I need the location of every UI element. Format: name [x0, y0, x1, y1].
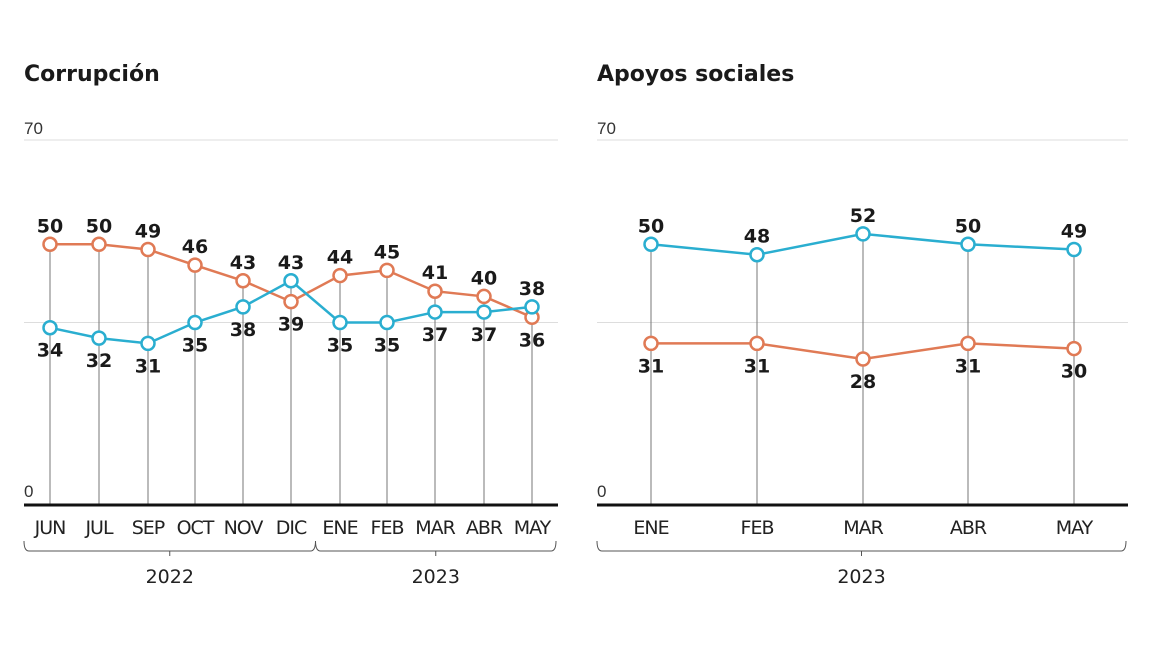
x-tick-label: ABR	[950, 517, 987, 539]
data-point-orange	[379, 262, 395, 279]
data-label: 35	[327, 335, 353, 357]
data-label: 50	[638, 215, 664, 237]
data-label: 50	[37, 215, 63, 237]
data-point-orange	[476, 288, 492, 305]
x-tick-label: DIC	[276, 517, 307, 539]
data-label: 28	[850, 371, 876, 393]
data-label: 31	[135, 355, 161, 377]
data-point-blue	[283, 273, 299, 289]
data-label: 32	[86, 350, 112, 372]
data-point-blue	[91, 330, 107, 346]
data-label: 49	[1061, 221, 1087, 243]
y-tick-label: 70	[24, 119, 43, 138]
data-label: 43	[278, 252, 304, 274]
x-tick-label: FEB	[371, 517, 404, 539]
data-point-orange	[332, 267, 348, 284]
x-tick-label: MAR	[843, 517, 883, 539]
x-tick-label: MAY	[514, 517, 552, 539]
data-point-blue	[960, 236, 976, 253]
data-point-blue	[42, 319, 58, 336]
data-label: 35	[182, 335, 208, 357]
group-bracket	[315, 540, 557, 552]
data-point-orange	[643, 335, 659, 352]
group-label: 2023	[837, 566, 885, 588]
x-tick-label: NOV	[224, 517, 264, 539]
data-label: 50	[86, 215, 112, 237]
data-label: 50	[955, 215, 981, 237]
x-tick-label: ENE	[322, 517, 357, 539]
data-point-orange	[187, 257, 203, 273]
data-point-orange	[960, 335, 976, 352]
data-point-orange	[427, 283, 443, 299]
data-label: 40	[471, 267, 497, 289]
data-point-blue	[187, 314, 203, 331]
x-tick-label: MAY	[1056, 517, 1094, 539]
data-label: 31	[955, 355, 981, 377]
x-tick-label: SEP	[132, 517, 165, 539]
y-tick-label: 0	[24, 482, 33, 501]
y-tick-label: 70	[597, 119, 616, 138]
data-point-orange	[42, 236, 58, 253]
data-label: 41	[422, 262, 448, 284]
group-label: 2023	[412, 566, 460, 588]
data-point-blue	[476, 304, 492, 320]
data-label: 46	[182, 236, 208, 258]
data-label: 30	[1061, 361, 1087, 383]
data-point-orange	[855, 351, 871, 367]
data-label: 38	[230, 319, 256, 341]
data-point-blue	[749, 246, 765, 263]
data-point-blue	[1066, 241, 1082, 258]
data-point-blue	[379, 314, 395, 331]
data-label: 48	[744, 226, 770, 248]
x-tick-label: MAR	[415, 517, 455, 539]
data-point-orange	[749, 335, 765, 352]
chart-apoyos-sociales: Apoyos sociales 70 0 ENE FEB MAR ABR MAY 2023 50…	[596, 62, 1128, 588]
data-point-blue	[235, 299, 251, 315]
x-tick-label: ABR	[466, 517, 503, 539]
data-label: 31	[744, 355, 770, 377]
data-label: 44	[327, 247, 353, 269]
data-point-orange	[235, 273, 251, 289]
y-tick-label: 0	[597, 482, 606, 501]
data-label: 31	[638, 355, 664, 377]
data-label: 39	[278, 314, 304, 336]
data-point-orange	[1066, 340, 1082, 357]
data-point-blue	[643, 236, 659, 253]
x-tick-label: ENE	[633, 517, 668, 539]
chart-title: Apoyos sociales	[597, 62, 794, 87]
x-tick-label: JUL	[84, 517, 114, 539]
data-point-blue	[332, 314, 348, 331]
data-label: 45	[374, 241, 400, 263]
data-label: 49	[135, 221, 161, 243]
chart-title: Corrupción	[24, 62, 160, 87]
data-point-blue	[524, 299, 540, 315]
x-tick-label: JUN	[34, 517, 66, 539]
data-label: 43	[230, 252, 256, 274]
x-tick-label: OCT	[177, 517, 215, 539]
data-point-orange	[140, 241, 156, 258]
data-point-orange	[283, 293, 299, 310]
data-point-blue	[855, 226, 871, 242]
data-label: 35	[374, 335, 400, 357]
data-label: 34	[37, 340, 63, 362]
data-label: 36	[519, 329, 545, 351]
data-point-blue	[140, 335, 156, 352]
data-label: 38	[519, 278, 545, 300]
group-bracket	[23, 540, 316, 552]
x-tick-label: FEB	[741, 517, 774, 539]
data-point-orange	[91, 236, 107, 253]
group-label: 2022	[146, 566, 194, 588]
data-label: 37	[471, 324, 497, 346]
data-label: 52	[850, 205, 876, 227]
data-point-blue	[427, 304, 443, 320]
group-bracket	[596, 540, 1127, 552]
data-label: 37	[422, 324, 448, 346]
